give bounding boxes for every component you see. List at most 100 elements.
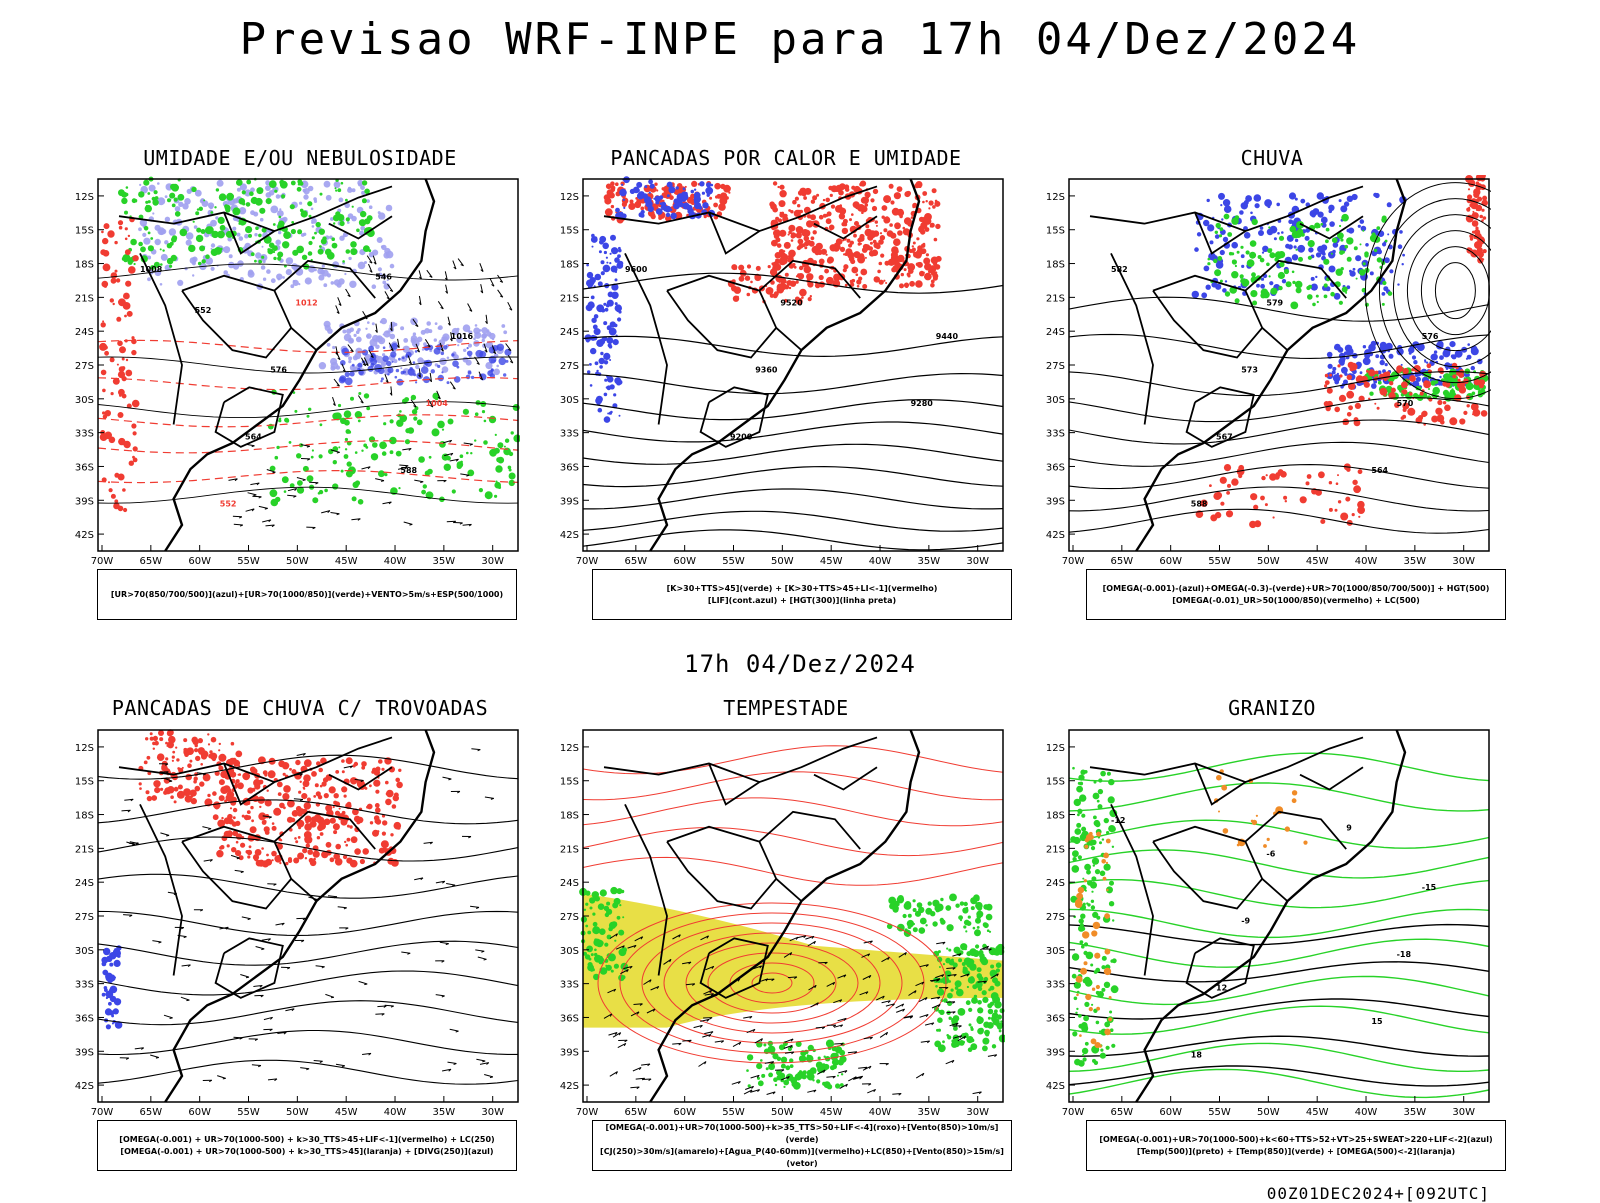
panel-title-pancadas-calor: PANCADAS POR CALOR E UMIDADE [566,146,1006,170]
lon-tick-label: 40W [1355,1107,1378,1116]
lat-tick-label: 30S [75,946,94,957]
legend-line: [UR>70(850/700/500)](azul)+[UR>70(1000/8… [111,589,503,601]
contour-label: 1016 [451,332,474,341]
contour-label: 18 [1191,1050,1203,1059]
lon-tick-label: 30W [1452,556,1475,565]
contour-label: 573 [1241,365,1258,374]
lat-tick-label: 27S [1046,361,1065,372]
lat-tick-label: 39S [1046,496,1065,507]
lat-tick-label: 42S [75,530,94,541]
lat-tick-label: 27S [560,361,579,372]
lat-tick-label: 36S [560,462,579,473]
lon-tick-label: 55W [1208,1107,1231,1116]
lon-tick-label: 35W [433,1107,456,1116]
contour-label: -6 [1266,850,1275,859]
contour-label: 12 [1216,983,1227,992]
lat-tick-label: 12S [560,192,579,203]
lon-tick-label: 45W [820,556,843,565]
contour-label: 564 [1371,466,1388,475]
lat-tick-label: 30S [560,946,579,957]
lat-tick-label: 21S [75,844,94,855]
lat-tick-label: 15S [1046,226,1065,237]
lat-tick-label: 15S [75,777,94,788]
lat-tick-label: 36S [1046,1013,1065,1024]
lat-tick-label: 18S [560,811,579,822]
lat-tick-label: 24S [1046,327,1065,338]
lon-tick-label: 55W [722,556,745,565]
lat-tick-label: 15S [560,777,579,788]
main-title: Previsao WRF-INPE para 17h 04/Dez/2024 [0,14,1600,65]
lon-tick-label: 30W [481,1107,504,1116]
mid-title: 17h 04/Dez/2024 [0,650,1600,678]
lat-tick-label: 39S [1046,1047,1065,1058]
legend-line: [OMEGA(-0.001)-(azul)+OMEGA(-0.3)-(verde… [1103,583,1490,595]
lat-tick-label: 27S [1046,912,1065,923]
legend-line: [LIF](cont.azul) + [HGT(300)](linha pret… [708,595,896,607]
legend-line: [OMEGA(-0.001) + UR>70(1000-500) + k>30_… [119,1134,494,1146]
legend-line: [CJ(250)>30m/s](amarelo)+[Agua_P(40-60mm… [593,1146,1011,1170]
lat-tick-label: 18S [1046,260,1065,271]
contour-label: 588 [1191,499,1208,508]
lat-tick-label: 15S [75,226,94,237]
lon-tick-label: 55W [237,1107,260,1116]
lon-tick-label: 50W [1257,1107,1280,1116]
lon-tick-label: 40W [869,556,892,565]
lon-tick-label: 70W [1062,1107,1085,1116]
legend-umidade: [UR>70(850/700/500)](azul)+[UR>70(1000/8… [97,569,517,620]
lat-tick-label: 12S [1046,192,1065,203]
lat-tick-label: 21S [75,293,94,304]
lat-tick-label: 27S [75,912,94,923]
lon-tick-label: 40W [384,1107,407,1116]
contour-label: 582 [1111,265,1128,274]
lon-tick-label: 50W [286,556,309,565]
run-timestamp: 00Z01DEC2024+[092UTC] [1267,1184,1490,1203]
lat-tick-label: 30S [75,395,94,406]
lon-tick-label: 60W [1159,1107,1182,1116]
lat-tick-label: 33S [75,429,94,440]
lon-tick-label: 40W [1355,556,1378,565]
lon-tick-label: 30W [966,556,989,565]
lon-tick-label: 65W [1111,1107,1134,1116]
lat-tick-label: 39S [75,496,94,507]
contour-label: -15 [1422,883,1437,892]
lat-tick-label: 15S [560,226,579,237]
lat-tick-label: 42S [1046,530,1065,541]
contour-label: 1012 [295,299,317,308]
map-field-layer [579,746,1005,1095]
lon-tick-label: 30W [1452,1107,1475,1116]
lon-tick-label: 55W [237,556,260,565]
legend-line: [OMEGA(-0.001) + UR>70(1000-500) + k>30_… [120,1146,493,1158]
lon-tick-label: 35W [433,556,456,565]
lon-tick-label: 40W [384,556,407,565]
lon-tick-label: 70W [576,556,599,565]
legend-line: [K>30+TTS>45](verde) + [K>30+TTS>45+LI<-… [667,583,938,595]
lon-tick-label: 55W [1208,556,1231,565]
lat-tick-label: 21S [560,293,579,304]
lon-tick-label: 60W [673,1107,696,1116]
lon-tick-label: 55W [722,1107,745,1116]
lon-tick-label: 45W [335,1107,358,1116]
lat-tick-label: 18S [1046,811,1065,822]
country-borders [119,730,434,1102]
legend-chuva: [OMEGA(-0.001)-(azul)+OMEGA(-0.3)-(verde… [1086,569,1506,620]
lat-tick-label: 27S [75,361,94,372]
lon-tick-label: 60W [673,556,696,565]
contour-label: 564 [245,432,262,441]
contour-label: 576 [1422,332,1439,341]
lat-tick-label: 39S [560,496,579,507]
lon-tick-label: 60W [188,556,211,565]
lat-tick-label: 24S [560,878,579,889]
contour-label: 588 [400,466,417,475]
lon-tick-label: 30W [481,556,504,565]
legend-line: [OMEGA(-0.001)+UR>70(1000-500)+k<60+TTS>… [1099,1134,1492,1146]
lon-tick-label: 35W [918,1107,941,1116]
lat-tick-label: 39S [560,1047,579,1058]
lon-tick-label: 45W [820,1107,843,1116]
lat-tick-label: 21S [1046,293,1065,304]
contour-label: -18 [1397,950,1412,959]
lon-tick-label: 40W [869,1107,892,1116]
lat-tick-label: 36S [1046,462,1065,473]
